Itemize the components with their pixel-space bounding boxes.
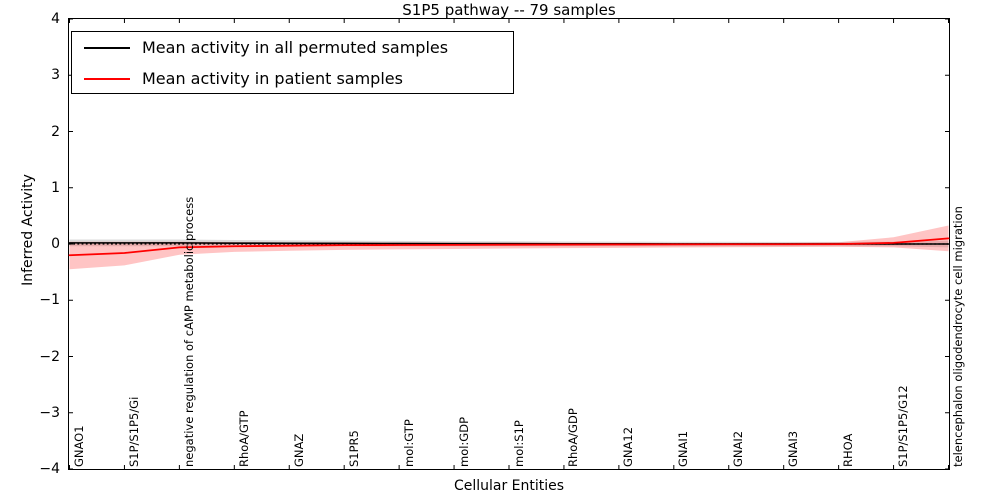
legend-label-patient: Mean activity in patient samples — [142, 69, 403, 88]
legend-entry-permuted: Mean activity in all permuted samples — [72, 32, 513, 63]
x-axis-label: Cellular Entities — [453, 478, 565, 494]
plot-drawing-area — [68, 18, 950, 470]
series-line-patient — [68, 237, 950, 257]
legend-label-permuted: Mean activity in all permuted samples — [142, 38, 449, 57]
legend-entry-patient: Mean activity in patient samples — [72, 63, 513, 94]
y-tick-label: 4 — [51, 11, 60, 27]
y-axis-label: Inferred Activity — [20, 174, 36, 286]
page-title: S1P5 pathway -- 79 samples — [402, 1, 616, 19]
y-tick-label: −3 — [39, 404, 60, 421]
y-tick-label: −4 — [39, 461, 60, 477]
legend-swatch-patient — [84, 78, 130, 80]
x-tick-label: telencephalon oligodendrocyte cell migra… — [951, 206, 965, 467]
legend-swatch-permuted — [84, 47, 130, 49]
confidence-band-patient — [69, 225, 949, 270]
legend: Mean activity in all permuted samples Me… — [71, 31, 514, 94]
